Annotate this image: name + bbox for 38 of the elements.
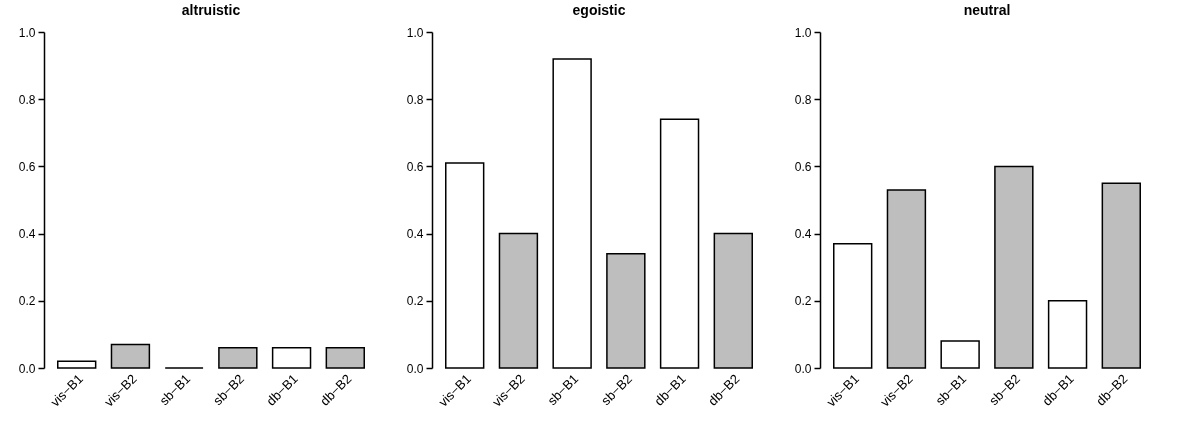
chart-title: altruistic: [181, 2, 241, 18]
bar: [445, 162, 485, 369]
y-tick-label: 1.0: [794, 25, 812, 40]
bar: [271, 347, 312, 369]
chart-title: neutral: [963, 2, 1011, 18]
y-tick-label: 0.8: [18, 92, 36, 107]
y-tick-label: 0.6: [794, 159, 812, 174]
y-tick-label: 0.0: [794, 361, 812, 376]
y-tick-label: 0.4: [406, 227, 424, 242]
bar: [57, 360, 97, 369]
bar: [325, 347, 365, 369]
bar: [1047, 300, 1088, 369]
y-tick-label: 1.0: [18, 25, 36, 40]
bar: [886, 189, 927, 369]
bar: [110, 343, 151, 369]
bar: [606, 253, 646, 369]
y-tick-label: 0.4: [794, 227, 812, 242]
bar: [1101, 182, 1141, 369]
y-tick-label: 0.8: [794, 92, 812, 107]
y-tick-label: 0.0: [18, 361, 36, 376]
chart-title: egoistic: [572, 2, 626, 18]
y-tick-label: 0.0: [406, 361, 424, 376]
y-tick-label: 0.6: [406, 159, 424, 174]
y-tick-label: 0.2: [18, 294, 36, 309]
y-tick-label: 1.0: [406, 25, 424, 40]
bar: [498, 232, 539, 369]
bar: [940, 340, 980, 369]
bar: [659, 118, 700, 369]
bar: [833, 242, 873, 369]
y-tick-label: 0.8: [406, 92, 424, 107]
y-tick-label: 0.6: [18, 159, 36, 174]
bar: [552, 58, 592, 369]
y-tick-label: 0.4: [18, 227, 36, 242]
y-tick-label: 0.2: [794, 294, 812, 309]
bar: [713, 232, 753, 369]
bar: [994, 165, 1034, 369]
y-tick-label: 0.2: [406, 294, 424, 309]
bar: [218, 347, 258, 369]
